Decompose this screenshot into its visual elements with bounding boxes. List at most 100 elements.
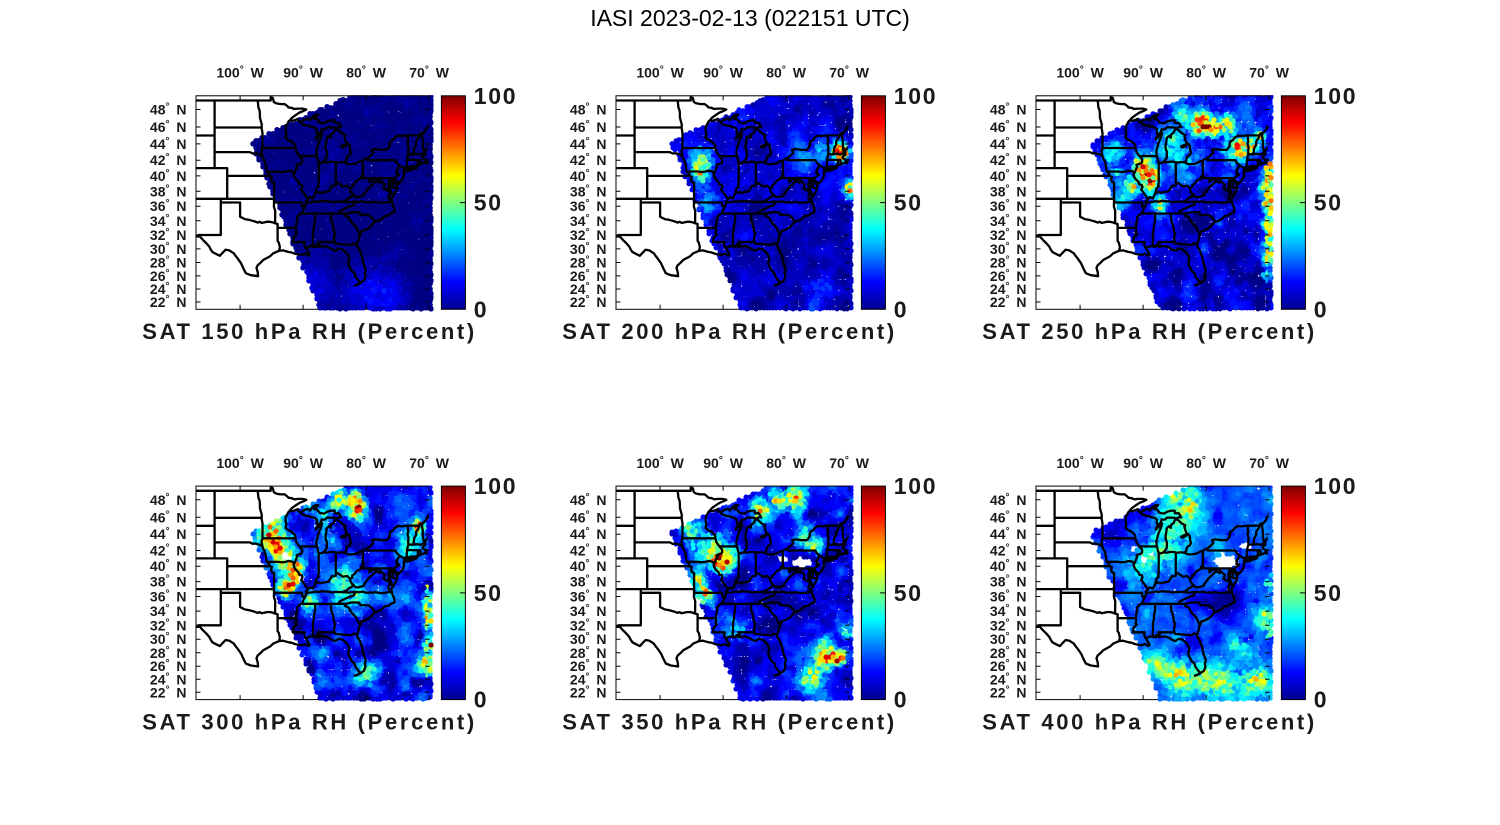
svg-text:80° W: 80° W <box>346 455 386 471</box>
svg-text:34° N: 34° N <box>990 603 1027 619</box>
svg-text:28° N: 28° N <box>150 255 187 271</box>
svg-text:100: 100 <box>474 473 517 499</box>
svg-text:40° N: 40° N <box>150 558 187 574</box>
svg-text:SAT 150 hPa RH (Percent): SAT 150 hPa RH (Percent) <box>142 319 477 344</box>
svg-text:50: 50 <box>474 580 503 606</box>
svg-text:36° N: 36° N <box>990 589 1027 605</box>
svg-text:38° N: 38° N <box>570 574 607 590</box>
svg-text:32° N: 32° N <box>150 227 187 243</box>
svg-text:42° N: 42° N <box>990 152 1027 168</box>
svg-text:40° N: 40° N <box>150 168 187 184</box>
svg-text:50: 50 <box>894 580 923 606</box>
svg-text:36° N: 36° N <box>150 589 187 605</box>
svg-text:44° N: 44° N <box>150 136 187 152</box>
svg-text:100: 100 <box>474 83 517 109</box>
svg-text:24° N: 24° N <box>570 281 607 297</box>
svg-text:24° N: 24° N <box>570 671 607 687</box>
svg-text:26° N: 26° N <box>990 658 1027 674</box>
svg-text:44° N: 44° N <box>990 136 1027 152</box>
svg-text:28° N: 28° N <box>990 255 1027 271</box>
svg-text:50: 50 <box>1314 190 1343 216</box>
svg-text:32° N: 32° N <box>990 227 1027 243</box>
svg-text:80° W: 80° W <box>766 65 806 81</box>
svg-text:38° N: 38° N <box>990 183 1027 199</box>
svg-text:26° N: 26° N <box>150 658 187 674</box>
svg-text:90° W: 90° W <box>1123 455 1163 471</box>
svg-text:90° W: 90° W <box>703 455 743 471</box>
svg-text:30° N: 30° N <box>990 241 1027 257</box>
svg-text:30° N: 30° N <box>150 241 187 257</box>
svg-text:0: 0 <box>1314 296 1329 322</box>
svg-text:38° N: 38° N <box>990 574 1027 590</box>
svg-text:70° W: 70° W <box>1249 65 1289 81</box>
svg-text:44° N: 44° N <box>150 526 187 542</box>
svg-text:90° W: 90° W <box>1123 65 1163 81</box>
svg-text:44° N: 44° N <box>990 526 1027 542</box>
svg-text:40° N: 40° N <box>990 558 1027 574</box>
svg-text:28° N: 28° N <box>570 255 607 271</box>
svg-text:30° N: 30° N <box>150 631 187 647</box>
svg-text:46° N: 46° N <box>150 509 187 525</box>
svg-text:42° N: 42° N <box>570 152 607 168</box>
svg-text:100: 100 <box>894 83 937 109</box>
svg-text:50: 50 <box>894 190 923 216</box>
svg-text:70° W: 70° W <box>409 65 449 81</box>
svg-text:100° W: 100° W <box>636 455 684 471</box>
svg-text:32° N: 32° N <box>990 617 1027 633</box>
svg-text:90° W: 90° W <box>283 65 323 81</box>
svg-text:70° W: 70° W <box>1249 455 1289 471</box>
svg-text:70° W: 70° W <box>829 455 869 471</box>
svg-text:90° W: 90° W <box>283 455 323 471</box>
svg-text:46° N: 46° N <box>990 119 1027 135</box>
svg-text:38° N: 38° N <box>570 183 607 199</box>
svg-text:80° W: 80° W <box>346 65 386 81</box>
svg-text:22° N: 22° N <box>150 684 187 700</box>
svg-text:SAT 300 hPa RH (Percent): SAT 300 hPa RH (Percent) <box>142 710 477 735</box>
svg-text:80° W: 80° W <box>1186 65 1226 81</box>
svg-text:90° W: 90° W <box>703 65 743 81</box>
svg-text:SAT 200 hPa RH (Percent): SAT 200 hPa RH (Percent) <box>562 319 897 344</box>
svg-text:0: 0 <box>474 296 489 322</box>
svg-text:48° N: 48° N <box>150 492 187 508</box>
svg-text:22° N: 22° N <box>990 294 1027 310</box>
svg-text:46° N: 46° N <box>570 509 607 525</box>
svg-text:36° N: 36° N <box>570 198 607 214</box>
svg-text:100° W: 100° W <box>636 65 684 81</box>
svg-text:42° N: 42° N <box>570 543 607 559</box>
svg-text:24° N: 24° N <box>150 281 187 297</box>
svg-text:32° N: 32° N <box>570 617 607 633</box>
svg-text:50: 50 <box>474 190 503 216</box>
svg-text:26° N: 26° N <box>570 658 607 674</box>
svg-text:42° N: 42° N <box>150 543 187 559</box>
svg-text:100: 100 <box>1314 473 1357 499</box>
svg-text:48° N: 48° N <box>570 492 607 508</box>
svg-text:36° N: 36° N <box>990 198 1027 214</box>
svg-text:70° W: 70° W <box>409 455 449 471</box>
svg-text:40° N: 40° N <box>570 168 607 184</box>
svg-text:42° N: 42° N <box>990 543 1027 559</box>
svg-text:28° N: 28° N <box>990 645 1027 661</box>
svg-text:22° N: 22° N <box>990 684 1027 700</box>
svg-text:80° W: 80° W <box>1186 455 1226 471</box>
svg-text:36° N: 36° N <box>150 198 187 214</box>
svg-text:70° W: 70° W <box>829 65 869 81</box>
svg-text:22° N: 22° N <box>150 294 187 310</box>
svg-text:32° N: 32° N <box>150 617 187 633</box>
svg-text:0: 0 <box>894 687 909 713</box>
svg-text:44° N: 44° N <box>570 136 607 152</box>
svg-text:SAT 350 hPa RH (Percent): SAT 350 hPa RH (Percent) <box>562 710 897 735</box>
svg-text:26° N: 26° N <box>570 268 607 284</box>
svg-text:48° N: 48° N <box>990 492 1027 508</box>
svg-text:80° W: 80° W <box>766 455 806 471</box>
svg-text:0: 0 <box>1314 687 1329 713</box>
svg-text:100° W: 100° W <box>1056 455 1104 471</box>
svg-text:40° N: 40° N <box>990 168 1027 184</box>
svg-text:IASI 2023-02-13 (022151 UTC): IASI 2023-02-13 (022151 UTC) <box>590 5 910 31</box>
svg-text:46° N: 46° N <box>990 509 1027 525</box>
svg-text:100: 100 <box>894 473 937 499</box>
svg-text:24° N: 24° N <box>990 281 1027 297</box>
svg-text:34° N: 34° N <box>990 213 1027 229</box>
svg-text:34° N: 34° N <box>570 603 607 619</box>
svg-text:36° N: 36° N <box>570 589 607 605</box>
svg-text:32° N: 32° N <box>570 227 607 243</box>
